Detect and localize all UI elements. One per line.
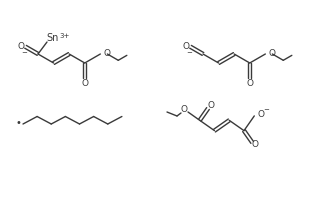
Text: O: O (257, 110, 264, 119)
Text: O: O (208, 101, 215, 110)
Text: −: − (263, 107, 269, 113)
Text: O: O (17, 42, 24, 51)
Text: −: − (22, 50, 27, 56)
Text: O: O (252, 140, 259, 149)
Text: O: O (81, 79, 88, 88)
Text: O: O (103, 48, 110, 58)
Text: 3+: 3+ (59, 33, 69, 39)
Text: O: O (181, 105, 188, 115)
Text: −: − (187, 50, 192, 56)
Text: O: O (268, 48, 275, 58)
Text: O: O (182, 42, 189, 51)
Text: Sn: Sn (46, 33, 58, 43)
Text: •: • (15, 118, 21, 128)
Text: O: O (246, 79, 253, 88)
